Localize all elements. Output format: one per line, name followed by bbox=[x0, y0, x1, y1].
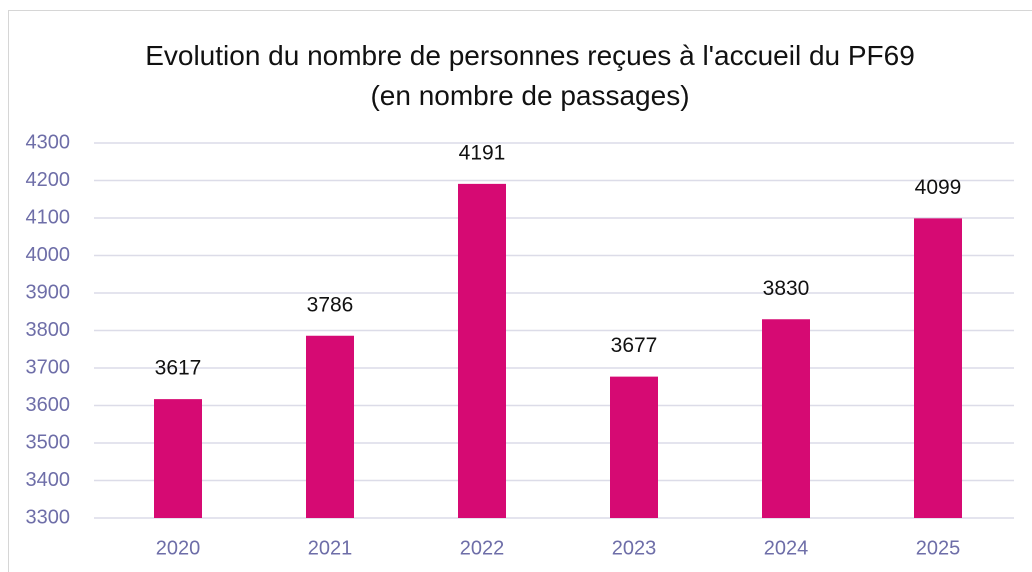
chart-title: Evolution du nombre de personnes reçues … bbox=[145, 40, 915, 111]
y-tick-label: 4100 bbox=[26, 206, 71, 228]
value-label: 3786 bbox=[307, 293, 354, 316]
y-tick-label: 3300 bbox=[26, 506, 71, 528]
bar bbox=[610, 376, 658, 518]
y-tick-label: 3400 bbox=[26, 469, 71, 491]
y-tick-label: 3700 bbox=[26, 356, 71, 378]
y-tick-label: 3500 bbox=[26, 431, 71, 453]
y-tick-label: 3600 bbox=[26, 394, 71, 416]
chart-frame bbox=[8, 10, 1032, 572]
value-label: 3617 bbox=[155, 357, 202, 380]
value-label: 3677 bbox=[611, 334, 658, 357]
value-label: 3830 bbox=[763, 277, 810, 300]
x-tick-label: 2022 bbox=[460, 537, 505, 559]
bar bbox=[154, 399, 202, 518]
y-tick-label: 4300 bbox=[26, 131, 71, 153]
x-tick-label: 2024 bbox=[764, 537, 809, 559]
x-tick-label: 2025 bbox=[916, 537, 961, 559]
x-tick-label: 2021 bbox=[308, 537, 353, 559]
value-label: 4099 bbox=[915, 176, 962, 199]
bar bbox=[914, 218, 962, 518]
bar bbox=[762, 319, 810, 518]
x-tick-label: 2023 bbox=[612, 537, 657, 559]
y-tick-label: 4200 bbox=[26, 169, 71, 191]
value-label: 4191 bbox=[459, 141, 506, 164]
y-tick-label: 3800 bbox=[26, 319, 71, 341]
bar bbox=[306, 335, 354, 518]
y-tick-label: 4000 bbox=[26, 244, 71, 266]
y-tick-label: 3900 bbox=[26, 281, 71, 303]
bar bbox=[458, 183, 506, 518]
x-tick-label: 2020 bbox=[156, 537, 201, 559]
